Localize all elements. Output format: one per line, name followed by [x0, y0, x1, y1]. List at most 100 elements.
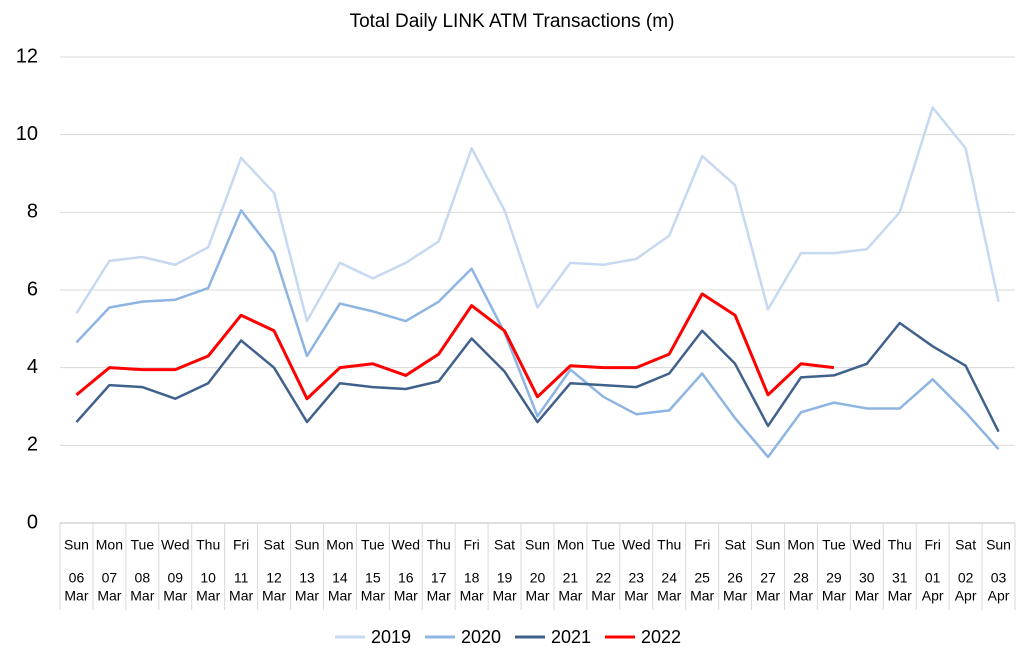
series-line	[75, 292, 835, 401]
x-tick-label: Mar	[525, 588, 549, 604]
x-tick-label: Mar	[624, 588, 648, 604]
x-tick-label: Mar	[196, 588, 220, 604]
y-tick-label: 0	[27, 511, 38, 533]
y-tick-label: 10	[16, 123, 38, 145]
x-tick-label: 09	[167, 570, 183, 586]
x-tick-label: Sat	[494, 537, 515, 553]
x-tick-label: Mar	[888, 588, 912, 604]
x-tick-label: 24	[661, 570, 677, 586]
x-tick-label: Wed	[392, 537, 421, 553]
legend-label: 2021	[551, 627, 591, 647]
x-tick-label: Thu	[196, 537, 220, 553]
y-tick-label: 12	[16, 45, 38, 67]
x-tick-label: Fri	[233, 537, 249, 553]
x-tick-label: 03	[991, 570, 1007, 586]
x-tick-label: 12	[266, 570, 282, 586]
x-tick-label: Tue	[822, 537, 846, 553]
x-tick-label: 25	[694, 570, 710, 586]
x-tick-label: Mon	[326, 537, 353, 553]
series-line	[75, 321, 1000, 433]
x-tick-label: Tue	[592, 537, 616, 553]
x-tick-label: 20	[530, 570, 546, 586]
x-tick-label: 02	[958, 570, 974, 586]
x-tick-label: Sat	[264, 537, 285, 553]
x-tick-label: Fri	[694, 537, 710, 553]
x-tick-label: Mar	[64, 588, 88, 604]
x-tick-label: 07	[102, 570, 118, 586]
x-tick-label: Mar	[361, 588, 385, 604]
x-tick-label: 11	[234, 570, 249, 586]
x-tick-label: 29	[826, 570, 842, 586]
x-tick-label: Mar	[591, 588, 615, 604]
x-tick-label: 10	[200, 570, 216, 586]
x-tick-label: 30	[859, 570, 875, 586]
x-tick-label: Tue	[361, 537, 385, 553]
x-tick-label: Mar	[723, 588, 747, 604]
x-tick-label: Mar	[789, 588, 813, 604]
x-tick-label: 13	[299, 570, 315, 586]
x-tick-label: 26	[727, 570, 743, 586]
x-tick-label: Sun	[756, 537, 781, 553]
y-tick-label: 2	[27, 434, 38, 456]
y-tick-label: 8	[27, 201, 38, 223]
y-tick-label: 4	[27, 356, 38, 378]
x-tick-label: Sun	[525, 537, 550, 553]
x-tick-label: Thu	[657, 537, 681, 553]
x-tick-label: Thu	[427, 537, 451, 553]
x-tick-label: Mar	[229, 588, 253, 604]
x-tick-label: Sat	[725, 537, 746, 553]
x-tick-label: Apr	[922, 588, 944, 604]
x-tick-label: 06	[69, 570, 85, 586]
x-tick-label: Thu	[888, 537, 912, 553]
x-tick-label: 23	[629, 570, 645, 586]
x-tick-label: Mar	[460, 588, 484, 604]
x-tick-label: Tue	[131, 537, 155, 553]
legend-label: 2020	[461, 627, 501, 647]
x-tick-label: 31	[892, 570, 908, 586]
x-tick-label: 17	[431, 570, 447, 586]
legend-label: 2019	[371, 627, 411, 647]
chart-title: Total Daily LINK ATM Transactions (m)	[350, 11, 675, 32]
x-tick-label: Sun	[64, 537, 89, 553]
x-tick-label: Mar	[855, 588, 879, 604]
x-tick-label: Mar	[328, 588, 352, 604]
x-tick-label: 15	[365, 570, 381, 586]
x-tick-label: 27	[760, 570, 776, 586]
x-tick-label: Mar	[558, 588, 582, 604]
x-tick-label: Sun	[986, 537, 1011, 553]
series-line	[75, 106, 1000, 323]
x-tick-label: Mar	[130, 588, 154, 604]
x-tick-label: 01	[925, 570, 941, 586]
x-tick-label: Apr	[955, 588, 977, 604]
x-tick-label: Mar	[427, 588, 451, 604]
x-tick-label: Wed	[622, 537, 651, 553]
x-tick-label: Mar	[493, 588, 517, 604]
legend-label: 2022	[641, 627, 681, 647]
y-tick-label: 6	[27, 278, 38, 300]
x-tick-label: Mon	[96, 537, 123, 553]
series-line	[75, 209, 1000, 459]
x-tick-label: Mar	[657, 588, 681, 604]
x-tick-label: Fri	[463, 537, 479, 553]
x-tick-label: Mar	[262, 588, 286, 604]
x-tick-label: Mar	[163, 588, 187, 604]
x-tick-label: Sat	[955, 537, 976, 553]
x-tick-label: Mar	[822, 588, 846, 604]
x-tick-label: 16	[398, 570, 414, 586]
x-tick-label: 21	[563, 570, 579, 586]
x-tick-label: Mar	[97, 588, 121, 604]
x-tick-label: Mar	[756, 588, 780, 604]
x-tick-label: Mon	[787, 537, 814, 553]
x-tick-label: 19	[497, 570, 513, 586]
x-tick-label: Sun	[295, 537, 320, 553]
x-tick-label: Wed	[853, 537, 882, 553]
x-tick-label: 14	[332, 570, 348, 586]
x-tick-label: 18	[464, 570, 480, 586]
x-tick-label: 22	[596, 570, 612, 586]
x-tick-label: Wed	[161, 537, 190, 553]
x-tick-label: Apr	[988, 588, 1010, 604]
x-tick-label: Mar	[295, 588, 319, 604]
x-tick-label: Mon	[557, 537, 584, 553]
x-tick-label: Mar	[690, 588, 714, 604]
